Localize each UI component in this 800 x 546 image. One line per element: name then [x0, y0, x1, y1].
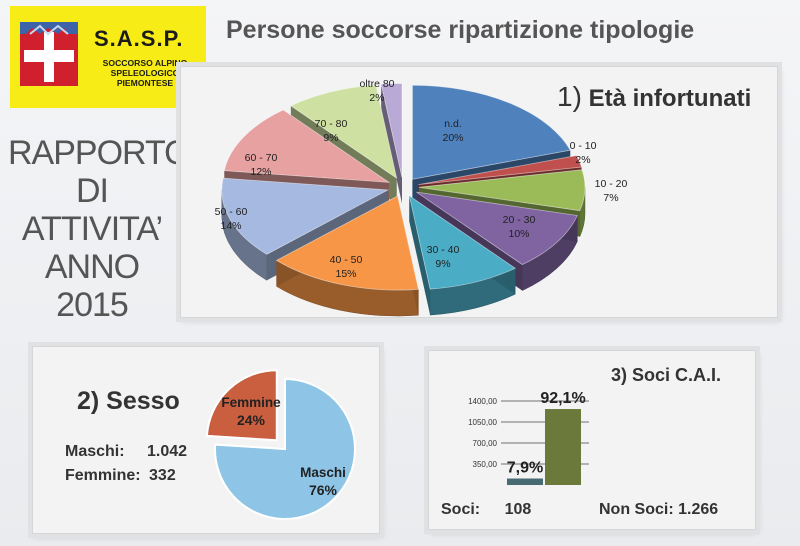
age-pie-pct: 14%	[220, 220, 241, 232]
sex-chart-title: 2) Sesso	[77, 387, 180, 415]
age-pie-pct: 20%	[442, 132, 463, 144]
cai-bar-soci	[507, 478, 543, 485]
age-chart-panel: 1) Età infortunati n.d. 20% 0 - 10 2% 10 - 2…	[180, 66, 778, 318]
report-line: 2015	[56, 286, 129, 324]
sex-pie-slice-femmine	[205, 369, 278, 442]
females-stat-value: 332	[149, 467, 176, 484]
age-chart-title-number: 1)	[557, 81, 582, 112]
sex-pie-slice-maschi	[214, 377, 356, 520]
page-title: Persone soccorse ripartizione tipologie	[226, 16, 695, 44]
logo-subtitle: SOCCORSO ALPINO SPELEOLOGICO PIEMONTESE	[102, 58, 188, 88]
non-soci-footer-value: 1.266	[678, 501, 719, 518]
sex-pie-label: Femmine	[221, 395, 281, 410]
soci-footer-value: 108	[504, 501, 532, 518]
cai-ytick-label: 1050,00	[468, 418, 497, 427]
age-pie-label: 60 - 70	[245, 152, 278, 164]
soci-footer-label: Soci:	[441, 501, 481, 518]
age-pie-label: n.d.	[444, 118, 462, 130]
females-stat: Femmine: 332	[65, 467, 176, 485]
sasp-logo: S.A.S.P. SOCCORSO ALPINO SPELEOLOGICO PI…	[10, 6, 206, 108]
age-pie-label: 0 - 10	[570, 140, 597, 152]
age-chart-title: 1) Età infortunati	[557, 81, 751, 113]
cai-ytick-label: 350,00	[473, 460, 498, 469]
males-stat-value: 1.042	[147, 443, 188, 460]
sex-chart-panel: 2) Sesso Maschi: 1.042 Femmine: 332 Femm…	[32, 346, 380, 534]
report-line: ATTIVITA’	[21, 210, 163, 248]
age-pie-label: 70 - 80	[315, 118, 348, 130]
sex-pie-pct: 76%	[309, 482, 338, 498]
piedmont-shield-icon	[20, 22, 78, 86]
cai-bar-chart: 350,00 700,00 1050,00 1400,00 7,9% 92,1%	[468, 390, 589, 485]
males-stat-label: Maschi:	[65, 443, 125, 460]
males-stat: Maschi: 1.042	[65, 443, 187, 461]
age-pie-label: 30 - 40	[427, 244, 460, 256]
cai-bar-non-soci	[545, 409, 581, 485]
sex-pie-label: Maschi	[300, 465, 346, 480]
age-pie-label: oltre 80	[359, 78, 394, 90]
soci-footer: Soci: 108	[441, 501, 531, 519]
age-pie-label: 20 - 30	[503, 214, 536, 226]
age-pie-pct: 9%	[435, 258, 450, 270]
age-pie-pct: 9%	[323, 132, 338, 144]
age-pie-pct: 15%	[335, 268, 356, 280]
age-pie-slice	[275, 195, 419, 317]
sex-pie-pct: 24%	[237, 412, 266, 428]
cai-bar-pct-label: 7,9%	[507, 460, 543, 477]
age-pie-label: 40 - 50	[330, 254, 363, 266]
age-pie-label: 50 - 60	[215, 206, 248, 218]
females-stat-label: Femmine:	[65, 467, 141, 484]
age-pie-pct: 10%	[508, 228, 529, 240]
report-title: RAPPORTO DI ATTIVITA’ ANNO 2015	[8, 134, 191, 324]
cai-ytick-label: 1400,00	[468, 397, 497, 406]
report-line: RAPPORTO	[8, 134, 191, 172]
logo-title: S.A.S.P.	[94, 26, 184, 51]
age-pie-slice	[380, 83, 403, 204]
non-soci-footer: Non Soci: 1.266	[599, 501, 718, 519]
age-pie-slice	[408, 194, 516, 316]
sex-pie-chart: Femmine 24% Maschi 76%	[205, 369, 356, 520]
report-line: ANNO	[44, 248, 140, 286]
age-pie-pct: 2%	[369, 92, 384, 104]
age-pie-pct: 7%	[603, 192, 618, 204]
non-soci-footer-label: Non Soci:	[599, 501, 674, 518]
age-pie-label: 10 - 20	[595, 178, 628, 190]
cai-chart-panel: 3) Soci C.A.I. 350,00 700,00 1050,00 1400,0…	[428, 350, 756, 530]
age-pie-pct: 2%	[575, 154, 590, 166]
age-pie-chart: n.d. 20% 0 - 10 2% 10 - 20 7% 20 - 30 10% 30 - 4…	[215, 78, 628, 317]
age-chart-title-text: Età infortunati	[588, 85, 752, 112]
cai-ytick-label: 700,00	[473, 439, 498, 448]
age-pie-pct: 12%	[250, 166, 271, 178]
report-line: DI	[76, 172, 109, 210]
cai-chart-title: 3) Soci C.A.I.	[611, 365, 722, 385]
cai-bar-pct-label: 92,1%	[540, 390, 585, 407]
